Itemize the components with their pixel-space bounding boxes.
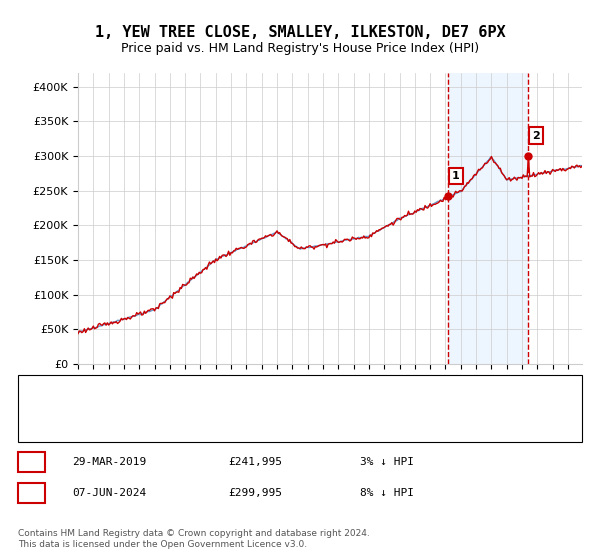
Text: 2: 2 bbox=[532, 130, 540, 141]
Text: £299,995: £299,995 bbox=[228, 488, 282, 498]
Text: 1: 1 bbox=[452, 171, 460, 181]
Text: £241,995: £241,995 bbox=[228, 457, 282, 467]
Text: 8% ↓ HPI: 8% ↓ HPI bbox=[360, 488, 414, 498]
Text: 1: 1 bbox=[28, 455, 35, 469]
Text: Price paid vs. HM Land Registry's House Price Index (HPI): Price paid vs. HM Land Registry's House … bbox=[121, 42, 479, 55]
Text: 29-MAR-2019: 29-MAR-2019 bbox=[72, 457, 146, 467]
Text: HPI: Average price, detached house, Amber Valley: HPI: Average price, detached house, Ambe… bbox=[72, 415, 396, 425]
Text: 07-JUN-2024: 07-JUN-2024 bbox=[72, 488, 146, 498]
Text: 2: 2 bbox=[28, 486, 35, 500]
Text: 1, YEW TREE CLOSE, SMALLEY, ILKESTON, DE7 6PX: 1, YEW TREE CLOSE, SMALLEY, ILKESTON, DE… bbox=[95, 25, 505, 40]
Text: Contains HM Land Registry data © Crown copyright and database right 2024.
This d: Contains HM Land Registry data © Crown c… bbox=[18, 529, 370, 549]
Bar bbox=[448, 73, 529, 364]
Text: 3% ↓ HPI: 3% ↓ HPI bbox=[360, 457, 414, 467]
Text: 1, YEW TREE CLOSE, SMALLEY, ILKESTON, DE7 6PX (detached house): 1, YEW TREE CLOSE, SMALLEY, ILKESTON, DE… bbox=[72, 393, 491, 403]
